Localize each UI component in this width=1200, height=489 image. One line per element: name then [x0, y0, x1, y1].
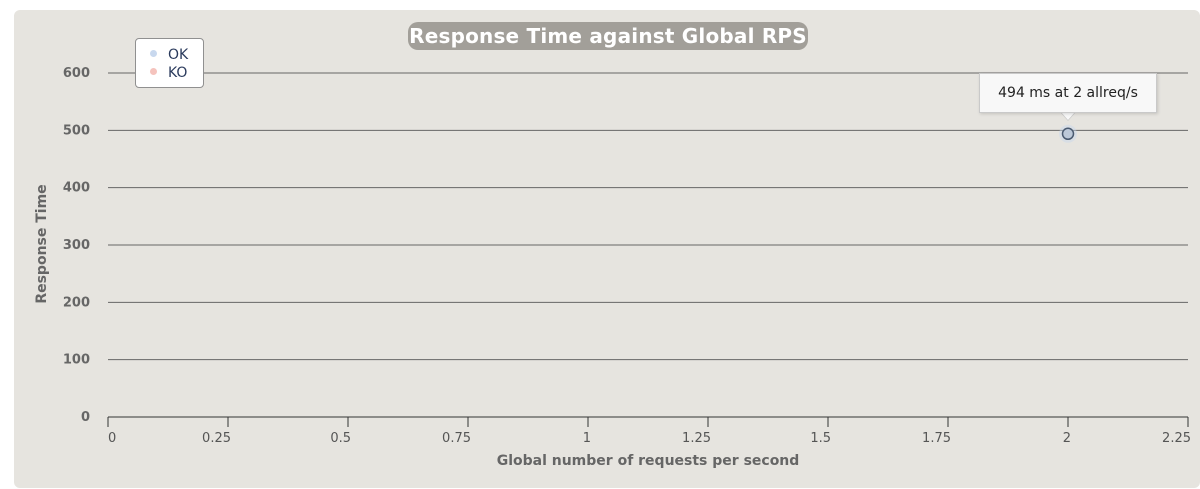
point-tooltip: 494 ms at 2 allreq/s: [979, 73, 1157, 113]
y-axis-label: Response Time: [34, 184, 50, 304]
x-tick-label: 0.25: [202, 431, 231, 446]
y-tick-label: 600: [63, 66, 90, 81]
y-tick-label: 500: [63, 123, 90, 138]
y-tick-label: 400: [63, 181, 90, 196]
chart-title: Response Time against Global RPS: [408, 22, 808, 50]
legend-item-ko[interactable]: KO: [150, 64, 187, 82]
y-tick-label: 100: [63, 353, 90, 368]
y-tick-label: 0: [81, 410, 90, 425]
legend-ok-marker-icon: [150, 49, 157, 57]
x-tick-label: 1.5: [810, 431, 831, 446]
y-tick-label: 200: [63, 295, 90, 310]
x-tick-label: 0: [108, 431, 116, 446]
legend-item-ok[interactable]: OK: [150, 46, 188, 64]
x-tick-label: 0.75: [442, 431, 471, 446]
x-tick-label: 1.25: [682, 431, 711, 446]
x-axis-label: Global number of requests per second: [496, 453, 800, 469]
legend-ko-label: KO: [168, 65, 188, 81]
x-tick-label: 1.75: [922, 431, 951, 446]
x-tick-label: 0.5: [330, 431, 351, 446]
x-tick-label: 2.25: [1162, 431, 1191, 446]
legend-ko-marker-icon: [150, 67, 157, 75]
y-tick-label: 300: [63, 238, 90, 253]
tooltip-arrow: [1061, 112, 1075, 120]
chart-legend: OK KO: [135, 38, 204, 88]
x-tick-label: 2: [1063, 431, 1071, 446]
data-point-ok: [1061, 127, 1075, 141]
x-tick-label: 1: [583, 431, 591, 446]
legend-ok-label: OK: [168, 47, 189, 63]
